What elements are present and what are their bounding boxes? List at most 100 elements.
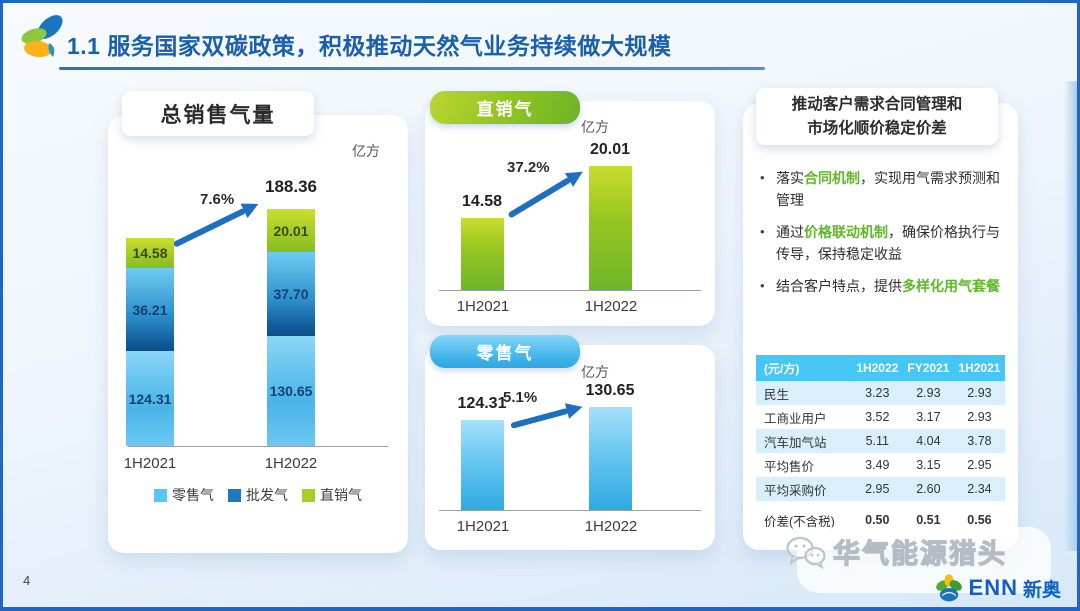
table-value-cell: 0.56 — [967, 513, 992, 527]
stacked-bar-1h2021: 14.58 36.21 124.31 — [126, 238, 174, 446]
segment-value-label: 14.58 — [132, 245, 168, 261]
plain-text: ，实现用气需求预测和管理 — [776, 170, 1000, 209]
bullet-text: 结合客户特点，提供多样化用气套餐 — [776, 275, 1000, 297]
direct-bar-1h2021: 14.58 — [461, 193, 504, 290]
table-row-label: 价差(不含税) — [764, 514, 835, 529]
segment-value-label: 37.70 — [273, 286, 309, 302]
table-header-cell: 1H2021 — [953, 355, 1005, 381]
highlighted-text: 多样化用气套餐 — [902, 277, 1000, 294]
table-header-cell: 1H2022 — [851, 355, 903, 381]
table-value-cell: 2.93 — [902, 381, 954, 405]
watermark-text: 华气能源猎头 — [832, 538, 1007, 569]
plain-text: 落实 — [776, 170, 804, 186]
legend-label: 直销气 — [320, 487, 362, 503]
stack-segment-直销气: 14.58 — [126, 238, 174, 268]
slide-title: 1.1 服务国家双碳政策，积极推动天然气业务持续做大规模 — [67, 27, 671, 61]
bullet-text: 落实合同机制，实现用气需求预测和管理 — [776, 167, 1006, 212]
direct-bar-1h2022: 20.01 — [589, 141, 632, 290]
table-header-cell: FY2021 — [902, 355, 954, 381]
table-row: 平均售价 3.49 3.15 2.95 — [756, 453, 1005, 477]
plain-text: 结合客户特点，提供 — [776, 277, 902, 294]
table-value-cell: 2.93 — [953, 381, 1005, 405]
bullet-dot-icon: • — [760, 170, 765, 185]
watermark: 华气能源猎头 — [785, 532, 1007, 571]
table-row: 民生 3.23 2.93 2.93 — [756, 381, 1005, 405]
pricing-title-line1: 推动客户需求合同管理和 — [791, 96, 963, 114]
category-label-1h2021: 1H2021 — [456, 298, 510, 315]
table-row: 价差(不含税) 0.50 0.51 0.56 — [756, 508, 1005, 532]
stack-segment-批发气: 37.70 — [267, 252, 315, 336]
x-axis-line — [439, 510, 701, 511]
table-row-label: 汽车加气站 — [756, 429, 852, 453]
enn-flower-icon — [935, 574, 962, 602]
stack-segment-零售气: 130.65 — [267, 336, 315, 446]
legend-label: 零售气 — [172, 487, 214, 503]
watermark-backplate — [797, 527, 1051, 593]
table-value-cell: 2.95 — [967, 458, 992, 472]
unit-label-direct: 亿方 — [581, 119, 609, 135]
table-value-cell: 0.50 — [865, 513, 890, 527]
table-row: 平均采购价 2.95 2.60 2.34 — [756, 477, 1005, 501]
stacked-bar-1h2022: 20.01 37.70 130.65 — [267, 209, 315, 446]
growth-label-total: 7.6% — [200, 191, 235, 208]
legend-label: 批发气 — [246, 487, 288, 503]
legend-item-直销气: 直销气 — [302, 485, 362, 505]
retail-gas-badge: 零售气 — [430, 335, 580, 368]
table-value-cell: 2.60 — [902, 477, 954, 501]
total-sales-card: 总销售气量 亿方 188.36 7.6% 14.58 36.21 124.31 20… — [108, 91, 408, 553]
table-row: 工商业用户 3.52 3.17 2.93 — [756, 405, 1005, 429]
total-sales-chart-title: 总销售气量 — [122, 91, 314, 136]
segment-value-label: 36.21 — [132, 301, 168, 318]
legend-swatch-icon — [228, 488, 241, 502]
legend-item-零售气: 零售气 — [154, 485, 214, 505]
page-number: 4 — [23, 573, 31, 588]
unit-label-total: 亿方 — [352, 143, 380, 159]
table-value-cell: 2.95 — [851, 477, 903, 501]
segment-value-label: 20.01 — [273, 222, 309, 239]
segment-value-label: 124.31 — [128, 390, 172, 407]
pricing-panel-card: 推动客户需求合同管理和 市场化顺价稳定价差 • 落实合同机制，实现用气需求预测和管… — [743, 88, 1018, 550]
table-value-cell: 5.11 — [851, 429, 903, 453]
category-label-1h2022: 1H2022 — [264, 455, 318, 472]
slide-section-number: 1.1 — [67, 33, 101, 59]
plain-text: 通过 — [776, 223, 804, 240]
table-row-label: 平均采购价 — [756, 477, 852, 501]
stack-segment-直销气: 20.01 — [267, 209, 315, 252]
direct-gas-badge: 直销气 — [430, 91, 580, 124]
pricing-panel-title: 推动客户需求合同管理和 市场化顺价稳定价差 — [756, 88, 998, 145]
x-axis-line — [439, 290, 701, 291]
bar-value-label: 130.65 — [585, 382, 635, 399]
bullet-text: 通过价格联动机制，确保价格执行与传导，保持稳定收益 — [776, 221, 1006, 266]
table-header-row: (元/方) 1H2022 FY2021 1H2021 — [756, 355, 1005, 381]
legend-swatch-icon — [154, 488, 167, 502]
table-row: 汽车加气站 5.11 4.04 3.78 — [756, 429, 1005, 453]
table-header-cell: (元/方) — [756, 355, 852, 381]
retail-gas-card: 零售气 亿方 5.1% 124.31 130.65 1H2021 1H2022 — [425, 335, 715, 550]
enn-logo: ENN 新奥 — [934, 573, 1061, 603]
category-label-1h2022: 1H2022 — [584, 518, 638, 535]
growth-label-direct: 37.2% — [507, 159, 550, 176]
bullet-item-2: • 通过价格联动机制，确保价格执行与传导，保持稳定收益 — [760, 221, 1006, 266]
category-label-1h2021: 1H2021 — [456, 518, 510, 535]
unit-label-retail: 亿方 — [581, 364, 609, 380]
enn-logo-text-cn: 新奥 — [1022, 579, 1061, 601]
total-value-label: 188.36 — [265, 177, 317, 196]
table-value-cell: 2.34 — [953, 477, 1005, 501]
direct-gas-card: 直销气 亿方 37.2% 14.58 20.01 1H2021 1H2022 — [425, 91, 715, 326]
company-leaf-logo-icon — [21, 15, 63, 58]
table-value-cell: 3.78 — [953, 429, 1005, 453]
table-row-label: 平均售价 — [764, 459, 815, 474]
highlighted-text: 价格联动机制 — [804, 223, 888, 240]
wechat-icon — [786, 536, 826, 569]
slide-title-text: 服务国家双碳政策，积极推动天然气业务持续做大规模 — [107, 33, 672, 59]
title-underline — [59, 67, 765, 70]
table-value-cell: 3.23 — [851, 381, 903, 405]
legend-item-批发气: 批发气 — [228, 485, 288, 505]
category-label-1h2022: 1H2022 — [584, 298, 638, 315]
x-axis-line — [128, 446, 388, 447]
bullet-item-1: • 落实合同机制，实现用气需求预测和管理 — [760, 167, 1006, 212]
price-table: (元/方) 1H2022 FY2021 1H2021 民生 3.23 2.93 2.93 工商业… — [756, 355, 1005, 532]
table-value-cell: 3.15 — [916, 458, 941, 472]
segment-value-label: 130.65 — [269, 383, 313, 399]
table-value-cell: 3.52 — [865, 410, 890, 424]
